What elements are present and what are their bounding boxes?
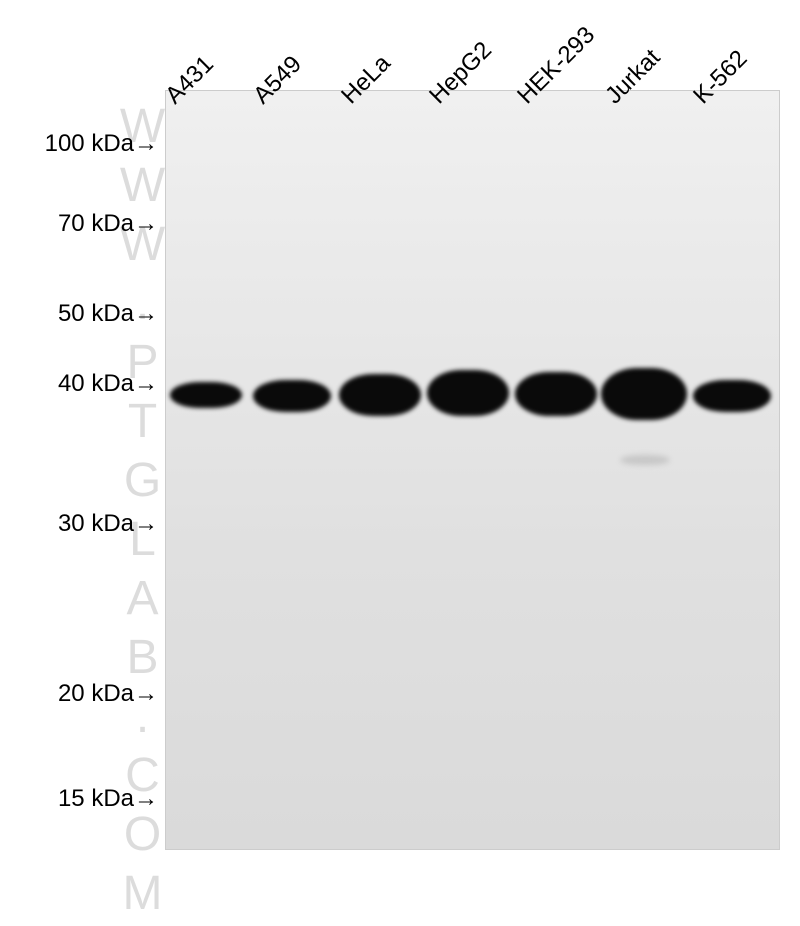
faint-band-jurkat: [620, 455, 670, 465]
mw-marker-15: 15 kDa→: [8, 785, 158, 813]
mw-marker-70: 70 kDa→: [8, 210, 158, 238]
blot-membrane-area: [165, 90, 780, 850]
mw-marker-30: 30 kDa→: [8, 510, 158, 538]
band-hela: [339, 374, 421, 416]
western-blot-image: WWW.PTGLAB.COM 100 kDa→ 70 kDa→ 50 kDa→ …: [0, 0, 800, 860]
band-hek293: [515, 372, 597, 416]
band-hepg2: [427, 370, 509, 416]
mw-marker-20: 20 kDa→: [8, 680, 158, 708]
mw-marker-50: 50 kDa→: [8, 300, 158, 328]
band-a549: [253, 380, 331, 412]
mw-marker-40: 40 kDa→: [8, 370, 158, 398]
band-jurkat: [601, 368, 687, 420]
band-k562: [693, 380, 771, 412]
mw-marker-100: 100 kDa→: [8, 130, 158, 158]
band-a431: [170, 382, 242, 408]
